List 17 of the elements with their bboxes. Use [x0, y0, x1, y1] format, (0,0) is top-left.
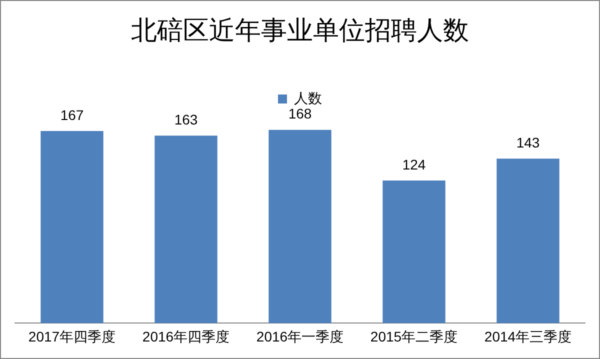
data-label: 167: [60, 106, 84, 123]
legend-label: 人数: [294, 90, 322, 106]
x-tick-label: 2016年四季度: [142, 328, 230, 344]
data-label: 143: [516, 134, 540, 150]
data-label: 163: [174, 111, 198, 128]
bar: [154, 136, 218, 324]
bar: [40, 130, 104, 324]
x-tick-label: 2015年二季度: [370, 328, 458, 344]
data-label: 124: [402, 156, 426, 172]
x-tick-label: 2017年四季度: [28, 328, 116, 344]
bar: [496, 158, 560, 324]
data-label: 168: [288, 106, 312, 122]
x-tick-label: 2014年三季度: [484, 328, 572, 344]
bar: [268, 130, 332, 324]
x-tick-label: 2016年一季度: [256, 328, 344, 344]
chart-title: 北碚区近年事业单位招聘人数: [130, 15, 470, 48]
bar: [382, 180, 446, 324]
